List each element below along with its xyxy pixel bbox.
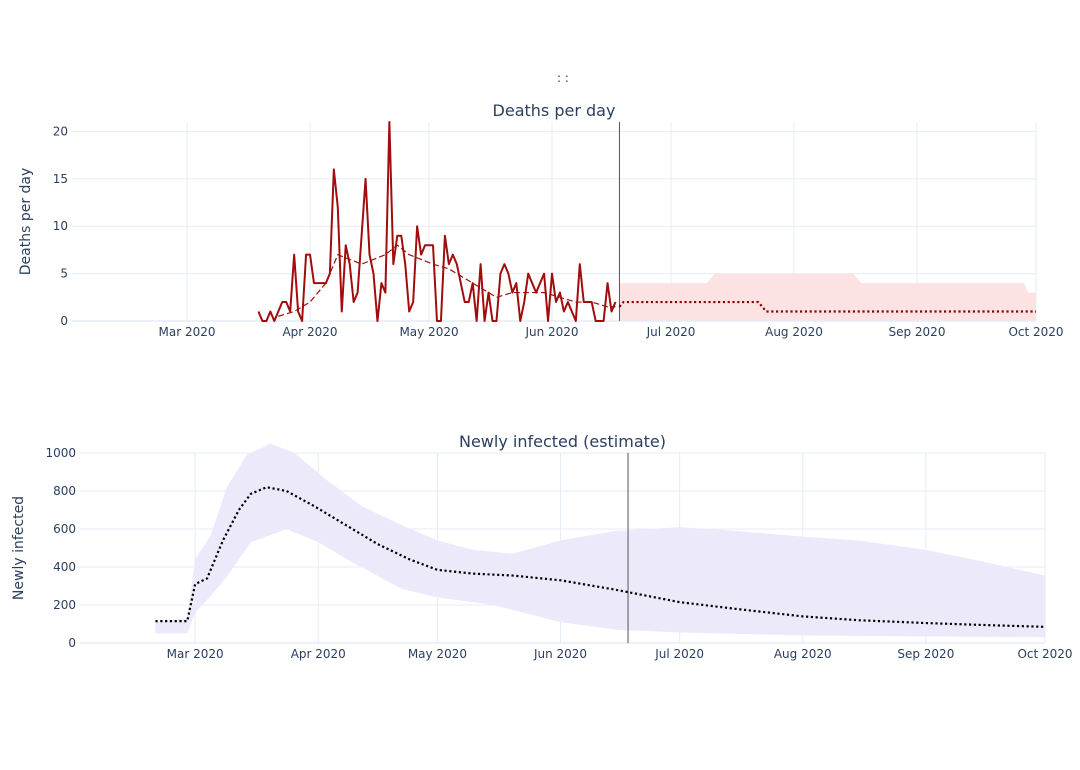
- series-line-0: [155, 486, 1046, 628]
- x-tick-label: Jul 2020: [646, 325, 696, 339]
- header-marks: : :: [557, 71, 569, 85]
- y-tick-label: 600: [53, 522, 76, 536]
- y-axis-label: Newly infected: [11, 496, 27, 600]
- uncertainty-band: [619, 273, 1036, 321]
- deaths-chart: 0 5 10 15 20 Mar 2020 Apr 2020 May 2020 Jun 2020…: [18, 101, 1064, 339]
- x-tick-label: Jun 2020: [524, 325, 578, 339]
- x-tick-label: Aug 2020: [765, 325, 823, 339]
- y-tick-label: 400: [53, 560, 76, 574]
- x-tick-label: Sep 2020: [897, 647, 954, 661]
- x-tick-label: Oct 2020: [1017, 647, 1072, 661]
- x-tick-label: Apr 2020: [282, 325, 337, 339]
- x-tick-label: Mar 2020: [159, 325, 216, 339]
- series-line-1: [278, 244, 616, 317]
- uncertainty-band: [155, 443, 1045, 638]
- y-tick-label: 5: [60, 267, 68, 281]
- x-tick-label: Sep 2020: [888, 325, 945, 339]
- x-tick-label: Oct 2020: [1008, 325, 1063, 339]
- x-tick-label: Aug 2020: [774, 647, 832, 661]
- y-tick-label: 10: [53, 219, 68, 233]
- x-tick-label: Apr 2020: [291, 647, 346, 661]
- chart-title: Deaths per day: [493, 101, 616, 120]
- series-line-2: [618, 300, 1036, 313]
- x-tick-label: May 2020: [399, 325, 458, 339]
- y-tick-label: 0: [60, 314, 68, 328]
- y-axis-label: Deaths per day: [18, 168, 34, 276]
- chart-title: Newly infected (estimate): [459, 432, 666, 451]
- y-tick-label: 0: [68, 636, 76, 650]
- x-tick-label: May 2020: [408, 647, 467, 661]
- y-tick-label: 1000: [45, 446, 76, 460]
- y-tick-label: 200: [53, 598, 76, 612]
- series-line-0: [257, 121, 617, 322]
- y-tick-label: 15: [53, 172, 68, 186]
- x-tick-label: Mar 2020: [167, 647, 224, 661]
- y-tick-label: 800: [53, 484, 76, 498]
- infections-chart: 0 200 400 600 800 1000 Mar 2020 Apr 2020 May 202…: [11, 432, 1073, 661]
- x-tick-label: Jun 2020: [533, 647, 587, 661]
- x-tick-label: Jul 2020: [654, 647, 704, 661]
- y-tick-label: 20: [53, 124, 68, 138]
